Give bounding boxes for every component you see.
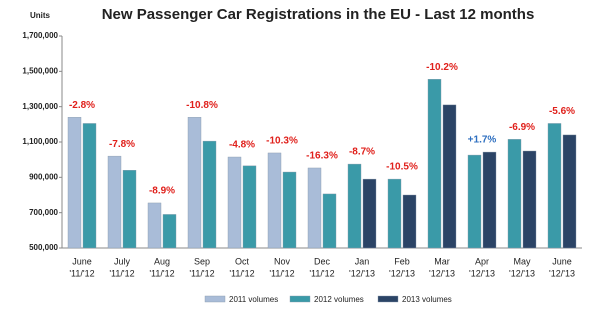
bar: [387, 178, 402, 249]
bar: [562, 134, 577, 249]
x-tick-label: '12/'13: [349, 268, 375, 278]
x-tick-label: Feb: [394, 256, 410, 266]
annotation: -7.8%: [109, 139, 135, 150]
x-tick-label: Sep: [194, 256, 210, 266]
y-tick-label: 500,000: [29, 243, 58, 252]
x-tick-label: '12/'13: [389, 268, 415, 278]
bar: [322, 193, 337, 249]
bar: [242, 165, 257, 249]
bar: [147, 202, 162, 249]
x-tick-label: '11/'12: [189, 268, 214, 278]
legend-swatch: [289, 295, 311, 303]
y-axis-label: Units: [30, 11, 51, 20]
bar: [227, 156, 242, 249]
y-tick-label: 1,300,000: [22, 102, 58, 111]
bar: [507, 139, 522, 249]
bar: [202, 140, 217, 249]
x-tick-label: '11/'12: [309, 268, 334, 278]
x-tick-label: June: [72, 256, 92, 266]
legend-label: 2013 volumes: [402, 295, 452, 304]
annotation: -16.3%: [306, 151, 338, 162]
x-tick-label: '12/'13: [469, 268, 495, 278]
bar: [307, 167, 322, 249]
x-tick-label: Dec: [314, 256, 331, 266]
annotation: +1.7%: [468, 135, 497, 146]
bar: [107, 155, 122, 249]
bar: [347, 163, 362, 249]
x-tick-label: July: [114, 256, 131, 266]
bar: [122, 170, 137, 249]
x-tick-label: '11/'12: [69, 268, 94, 278]
annotation: -10.2%: [426, 62, 458, 73]
x-tick-label: '11/'12: [149, 268, 174, 278]
bar: [282, 171, 297, 249]
x-tick-label: Apr: [475, 256, 489, 266]
bar: [482, 151, 497, 249]
x-tick-label: Mar: [434, 256, 450, 266]
x-tick-label: '11/'12: [229, 268, 254, 278]
x-tick-label: May: [513, 256, 531, 266]
y-tick-label: 1,100,000: [22, 137, 58, 146]
bar: [522, 150, 537, 249]
legend-label: 2012 volumes: [314, 295, 364, 304]
bar: [442, 104, 457, 249]
x-tick-label: '12/'13: [429, 268, 455, 278]
legend-swatch: [204, 295, 226, 303]
annotation: -4.8%: [229, 140, 255, 151]
legend-label: 2011 volumes: [229, 295, 278, 304]
x-tick-label: '12/'13: [549, 268, 575, 278]
y-tick-label: 1,500,000: [22, 66, 58, 75]
x-tick-label: Aug: [154, 256, 170, 266]
annotation: -10.5%: [386, 162, 418, 173]
bar: [67, 117, 82, 249]
bar: [427, 79, 442, 249]
bar: [187, 117, 202, 249]
x-tick-label: '11/'12: [269, 268, 294, 278]
annotation: -10.8%: [186, 100, 218, 111]
annotation: -8.7%: [349, 147, 375, 158]
annotation: -5.6%: [549, 106, 575, 117]
x-tick-label: Jan: [355, 256, 370, 266]
legend-swatch: [377, 295, 399, 303]
bar: [362, 178, 377, 249]
bar: [267, 152, 282, 249]
y-tick-label: 700,000: [29, 208, 58, 217]
y-tick-label: 1,700,000: [22, 31, 58, 40]
y-tick-label: 900,000: [29, 172, 58, 181]
x-tick-label: '12/'13: [509, 268, 535, 278]
chart-title: New Passenger Car Registrations in the E…: [102, 6, 535, 23]
annotation: -10.3%: [266, 136, 298, 147]
annotation: -2.8%: [69, 100, 95, 111]
bar: [467, 154, 482, 249]
annotation: -6.9%: [509, 122, 535, 133]
bar: [547, 123, 562, 249]
bar: [162, 214, 177, 249]
x-tick-label: June: [552, 256, 572, 266]
bar: [82, 123, 97, 249]
x-tick-label: '11/'12: [109, 268, 134, 278]
bar: [402, 194, 417, 249]
annotation: -8.9%: [149, 186, 175, 197]
x-tick-label: Nov: [274, 256, 291, 266]
x-tick-label: Oct: [235, 256, 250, 266]
